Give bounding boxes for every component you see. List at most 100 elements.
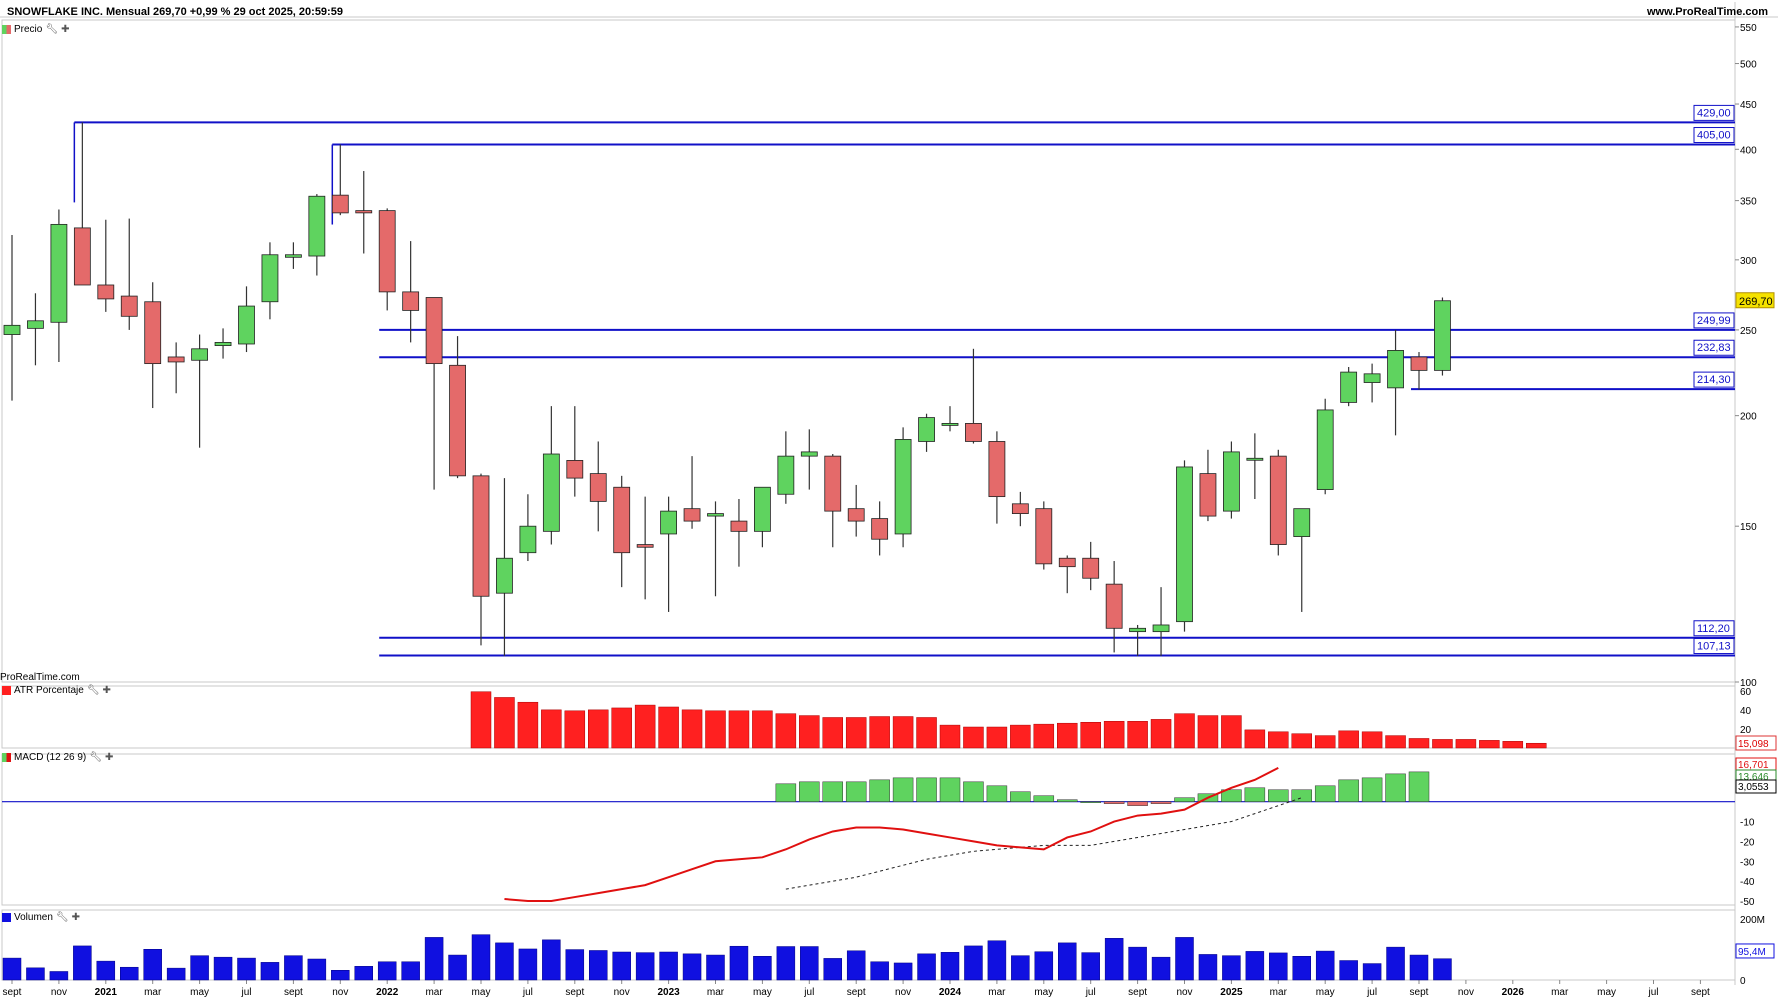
- volume-bar: [1198, 954, 1218, 981]
- candle-body: [566, 460, 584, 479]
- atr-bar: [963, 726, 984, 749]
- level-label: 214,30: [1697, 374, 1731, 386]
- atr-tick-label: 20: [1740, 725, 1752, 736]
- macd-histogram-bar: [1408, 771, 1430, 802]
- atr-bar: [634, 704, 656, 749]
- volume-bar: [682, 953, 702, 981]
- volume-bar: [26, 967, 45, 981]
- x-axis-label: jul: [1647, 987, 1658, 998]
- macd-histogram-bar: [1361, 777, 1383, 802]
- macd-histogram-bar: [1010, 791, 1031, 802]
- volume-tick-label: 200M: [1740, 915, 1765, 926]
- price-tick-label: 150: [1740, 522, 1757, 533]
- candle-body: [496, 557, 513, 594]
- x-axis-label: nov: [51, 987, 67, 998]
- wrench-icon[interactable]: 🔧︎: [45, 23, 59, 35]
- volume-bar: [1151, 956, 1171, 981]
- plus-icon[interactable]: ✚: [104, 751, 114, 763]
- atr-bar: [705, 710, 726, 749]
- x-axis-label: 2025: [1220, 987, 1243, 998]
- atr-bar: [799, 715, 820, 749]
- x-axis-label: sept: [3, 987, 22, 998]
- atr-bar: [1338, 730, 1359, 749]
- candle-body: [144, 301, 162, 365]
- atr-bar: [1197, 715, 1219, 749]
- macd-value-label: 16,701: [1738, 760, 1769, 771]
- candle-body: [1363, 373, 1381, 383]
- atr-bar: [1080, 721, 1101, 749]
- x-axis-label: nov: [1176, 987, 1192, 998]
- candle-body: [308, 195, 326, 257]
- x-axis-label: may: [1597, 987, 1616, 998]
- macd-histogram-bar: [1150, 801, 1172, 804]
- candle-body: [918, 417, 935, 442]
- price-panel-label: Precio 🔧︎ ✚: [2, 22, 69, 36]
- volume-color-swatch: [2, 912, 11, 922]
- candle-body: [777, 455, 795, 495]
- price-tick-label: 400: [1740, 145, 1757, 156]
- atr-bar: [1174, 713, 1195, 749]
- candle-body: [1199, 473, 1217, 517]
- volume-bar: [448, 954, 467, 981]
- site-link[interactable]: www.ProRealTime.com: [1646, 6, 1768, 18]
- atr-bar: [892, 716, 914, 749]
- macd-histogram-bar: [799, 781, 820, 802]
- volume-bar: [1034, 951, 1054, 981]
- volume-bar: [213, 956, 233, 981]
- atr-bar: [1314, 735, 1336, 749]
- volume-value-box: [1735, 943, 1775, 959]
- candle-body: [754, 486, 771, 532]
- candle-body: [519, 525, 537, 554]
- level-label: 405,00: [1697, 130, 1731, 142]
- candle-body: [120, 295, 138, 317]
- plus-icon[interactable]: ✚: [61, 23, 70, 35]
- wrench-icon[interactable]: 🔧︎: [55, 911, 69, 923]
- candle-body: [1058, 557, 1076, 568]
- candle-body: [730, 520, 748, 532]
- x-axis-label: sept: [284, 987, 303, 998]
- volume-bar: [284, 955, 303, 981]
- volume-bar: [1222, 955, 1241, 981]
- volume-bar: [1362, 963, 1382, 981]
- volume-bar: [589, 950, 608, 981]
- price-tick-label: 550: [1740, 23, 1757, 34]
- x-axis-label: sept: [1410, 987, 1429, 998]
- macd-histogram-bar: [1174, 797, 1195, 802]
- atr-bar: [588, 709, 609, 749]
- volume-bar: [471, 934, 491, 981]
- candle-body: [636, 544, 654, 548]
- macd-histogram-bar: [869, 779, 890, 802]
- plus-icon[interactable]: ✚: [102, 684, 111, 696]
- macd-tick-label: -10: [1740, 818, 1755, 829]
- level-label: 112,20: [1697, 623, 1730, 635]
- volume-bar: [190, 955, 209, 981]
- wrench-icon[interactable]: 🔧︎: [89, 751, 102, 763]
- volume-bar: [753, 956, 772, 981]
- candle-body: [449, 364, 466, 477]
- watermark: ProRealTime.com: [0, 672, 80, 683]
- volume-bar: [1011, 955, 1030, 981]
- level-label: 249,99: [1697, 315, 1731, 327]
- candle-body: [542, 453, 560, 532]
- price-tick-label: 450: [1740, 100, 1757, 111]
- macd-histogram-bar: [1103, 801, 1125, 804]
- volume-bar: [354, 966, 373, 981]
- candle-body: [800, 451, 818, 457]
- atr-bar: [1502, 741, 1524, 749]
- plus-icon[interactable]: ✚: [71, 911, 81, 923]
- candle-body: [965, 423, 982, 442]
- macd-line: [504, 767, 1279, 903]
- x-axis-label: 2022: [376, 987, 399, 998]
- price-tick-label: 200: [1740, 412, 1757, 423]
- macd-histogram-bar: [1244, 787, 1266, 802]
- atr-bar: [1057, 722, 1078, 749]
- wrench-icon[interactable]: 🔧︎: [86, 684, 100, 696]
- atr-bar: [517, 701, 539, 749]
- x-axis-label: sept: [847, 987, 866, 998]
- x-axis-label: nov: [332, 987, 348, 998]
- volume-bar: [1339, 960, 1358, 981]
- price-panel-title: Precio: [14, 23, 43, 35]
- candle-body: [988, 441, 1006, 498]
- atr-bar: [939, 724, 961, 749]
